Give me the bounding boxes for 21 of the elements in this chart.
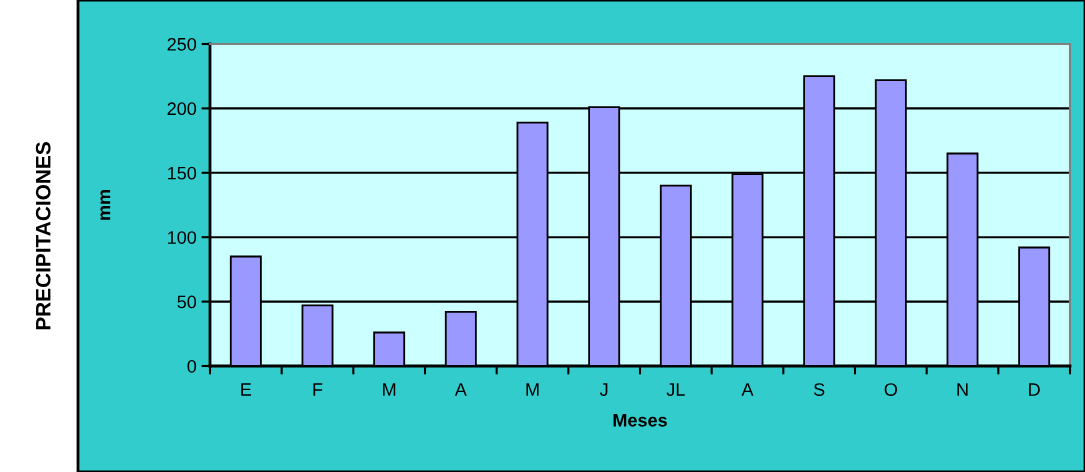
x-tick-label: J [599, 383, 608, 396]
y-tick-label: 150 [168, 166, 197, 180]
x-tick-label: N [957, 383, 968, 396]
y-tick-label: 100 [168, 231, 197, 244]
x-axis-title: Meses [613, 414, 667, 427]
y-axis-title: mm [100, 190, 111, 220]
y-tick-label: 0 [187, 359, 197, 373]
x-tick-label: F [313, 383, 323, 396]
x-tick-label: M [526, 383, 539, 396]
y-tick-label: 250 [167, 37, 197, 51]
text: PRECIPITACIONES [35, 142, 51, 330]
x-tick-label: A [454, 383, 467, 396]
x-tick-label: S [813, 383, 825, 396]
x-tick-label: A [741, 383, 754, 396]
x-tick-label: M [383, 383, 396, 396]
x-tick-label: O [884, 383, 897, 396]
x-tick-label: D [1029, 383, 1040, 396]
x-tick-label: E [241, 383, 252, 396]
x-tick-label: JL [666, 383, 685, 396]
y-tick-label: 50 [177, 295, 197, 309]
y-tick-label: 200 [167, 102, 197, 116]
